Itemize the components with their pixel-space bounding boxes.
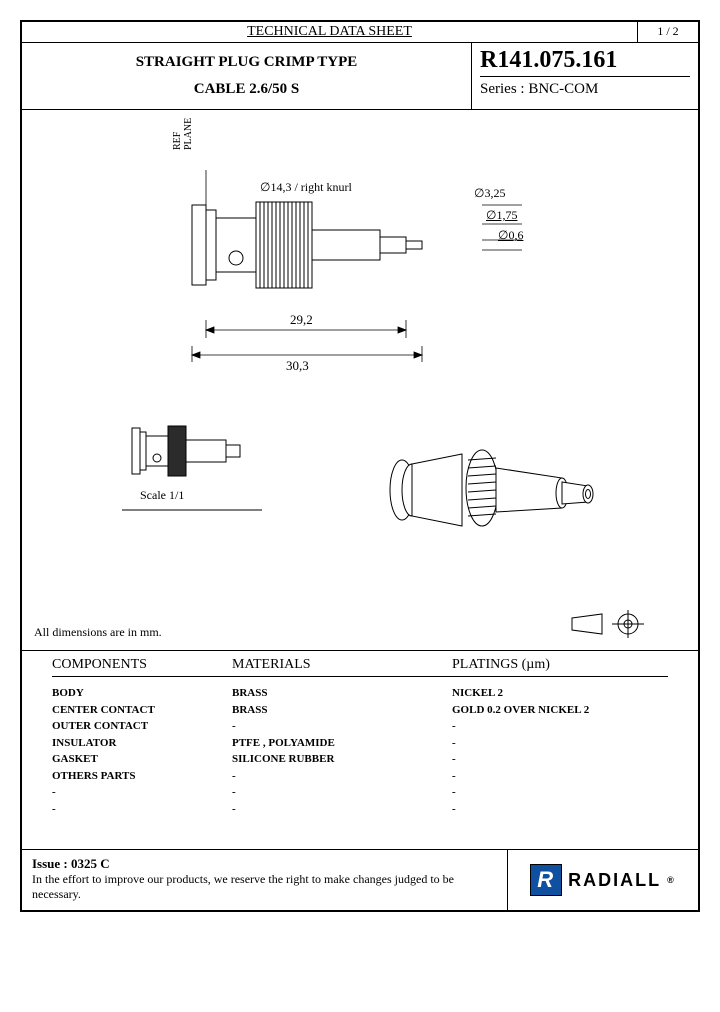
cell-plating: - bbox=[452, 768, 668, 785]
cell-plating: - bbox=[452, 784, 668, 801]
disclaimer: In the effort to improve our products, w… bbox=[32, 872, 497, 902]
cell-material: - bbox=[232, 801, 452, 818]
table-row: GASKETSILICONE RUBBER- bbox=[52, 751, 668, 768]
table-body: BODYBRASSNICKEL 2CENTER CONTACTBRASSGOLD… bbox=[52, 685, 668, 817]
cell-component: OTHERS PARTS bbox=[52, 768, 232, 785]
table-row: CENTER CONTACTBRASSGOLD 0.2 OVER NICKEL … bbox=[52, 702, 668, 719]
brand-name: RADIALL bbox=[568, 870, 661, 891]
dim-06: ∅0,6 bbox=[498, 228, 523, 243]
cell-plating: - bbox=[452, 751, 668, 768]
dimensions-note: All dimensions are in mm. bbox=[34, 625, 162, 640]
dim-303: 30,3 bbox=[286, 358, 309, 374]
reg-mark: ® bbox=[667, 875, 676, 885]
cell-material: - bbox=[232, 784, 452, 801]
dim-knurl: ∅14,3 / right knurl bbox=[260, 180, 352, 195]
radiall-logo: R RADIALL ® bbox=[530, 864, 676, 896]
cell-component: - bbox=[52, 784, 232, 801]
cell-material: - bbox=[232, 768, 452, 785]
brand-block: R RADIALL ® bbox=[507, 850, 698, 910]
product-title-line2: CABLE 2.6/50 S bbox=[26, 76, 467, 103]
cell-component: OUTER CONTACT bbox=[52, 718, 232, 735]
table-row: BODYBRASSNICKEL 2 bbox=[52, 685, 668, 702]
cell-plating: - bbox=[452, 735, 668, 752]
header-block: STRAIGHT PLUG CRIMP TYPE CABLE 2.6/50 S … bbox=[22, 43, 698, 110]
issue-label: Issue : 0325 C bbox=[32, 856, 497, 872]
doc-title: TECHNICAL DATA SHEET bbox=[22, 22, 637, 42]
projection-symbol-icon bbox=[568, 610, 658, 638]
table-row: INSULATORPTFE , POLYAMIDE- bbox=[52, 735, 668, 752]
cell-component: CENTER CONTACT bbox=[52, 702, 232, 719]
ref-plane-label: REF PLANE bbox=[172, 118, 194, 150]
table-row: --- bbox=[52, 784, 668, 801]
part-info: R141.075.161 Series : BNC-COM bbox=[471, 43, 698, 109]
col-materials: MATERIALS bbox=[232, 657, 452, 673]
dim-175: ∅1,75 bbox=[486, 208, 517, 223]
page-number: 1 / 2 bbox=[637, 22, 698, 42]
cell-material: - bbox=[232, 718, 452, 735]
datasheet-frame: TECHNICAL DATA SHEET 1 / 2 STRAIGHT PLUG… bbox=[20, 20, 700, 912]
cell-plating: - bbox=[452, 801, 668, 818]
cell-component: GASKET bbox=[52, 751, 232, 768]
cell-component: - bbox=[52, 801, 232, 818]
logo-mark-icon: R bbox=[530, 864, 562, 896]
table-row: OUTER CONTACT-- bbox=[52, 718, 668, 735]
table-row: --- bbox=[52, 801, 668, 818]
cell-material: BRASS bbox=[232, 685, 452, 702]
cell-component: BODY bbox=[52, 685, 232, 702]
series-label: Series : BNC-COM bbox=[480, 77, 690, 98]
col-platings: PLATINGS (µm) bbox=[452, 657, 668, 673]
dim-292: 29,2 bbox=[290, 312, 313, 328]
product-title-line1: STRAIGHT PLUG CRIMP TYPE bbox=[26, 49, 467, 76]
cell-material: BRASS bbox=[232, 702, 452, 719]
cell-plating: GOLD 0.2 OVER NICKEL 2 bbox=[452, 702, 668, 719]
table-row: OTHERS PARTS-- bbox=[52, 768, 668, 785]
cell-material: PTFE , POLYAMIDE bbox=[232, 735, 452, 752]
product-title: STRAIGHT PLUG CRIMP TYPE CABLE 2.6/50 S bbox=[22, 43, 471, 109]
technical-drawing bbox=[22, 110, 698, 650]
table-header: COMPONENTS MATERIALS PLATINGS (µm) bbox=[52, 657, 668, 677]
scale-label: Scale 1/1 bbox=[140, 488, 184, 503]
cell-material: SILICONE RUBBER bbox=[232, 751, 452, 768]
cell-plating: NICKEL 2 bbox=[452, 685, 668, 702]
dim-325: ∅3,25 bbox=[474, 186, 505, 201]
part-number: R141.075.161 bbox=[480, 47, 690, 77]
top-bar: TECHNICAL DATA SHEET 1 / 2 bbox=[22, 22, 698, 43]
cell-component: INSULATOR bbox=[52, 735, 232, 752]
drawing-area: REF PLANE ∅14,3 / right knurl ∅3,25 ∅1,7… bbox=[22, 110, 698, 651]
materials-table: COMPONENTS MATERIALS PLATINGS (µm) BODYB… bbox=[22, 651, 698, 849]
col-components: COMPONENTS bbox=[52, 657, 232, 673]
footer-text: Issue : 0325 C In the effort to improve … bbox=[22, 850, 507, 910]
footer: Issue : 0325 C In the effort to improve … bbox=[22, 849, 698, 910]
cell-plating: - bbox=[452, 718, 668, 735]
